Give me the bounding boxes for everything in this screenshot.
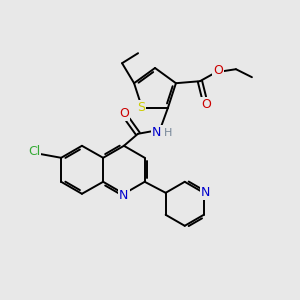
Text: N: N (152, 126, 162, 139)
Text: O: O (213, 64, 223, 77)
Text: Cl: Cl (28, 145, 40, 158)
Text: N: N (119, 189, 129, 202)
Text: O: O (201, 98, 211, 111)
Text: H: H (164, 128, 172, 138)
Text: N: N (201, 186, 211, 199)
Text: O: O (119, 107, 129, 120)
Text: S: S (137, 101, 145, 114)
